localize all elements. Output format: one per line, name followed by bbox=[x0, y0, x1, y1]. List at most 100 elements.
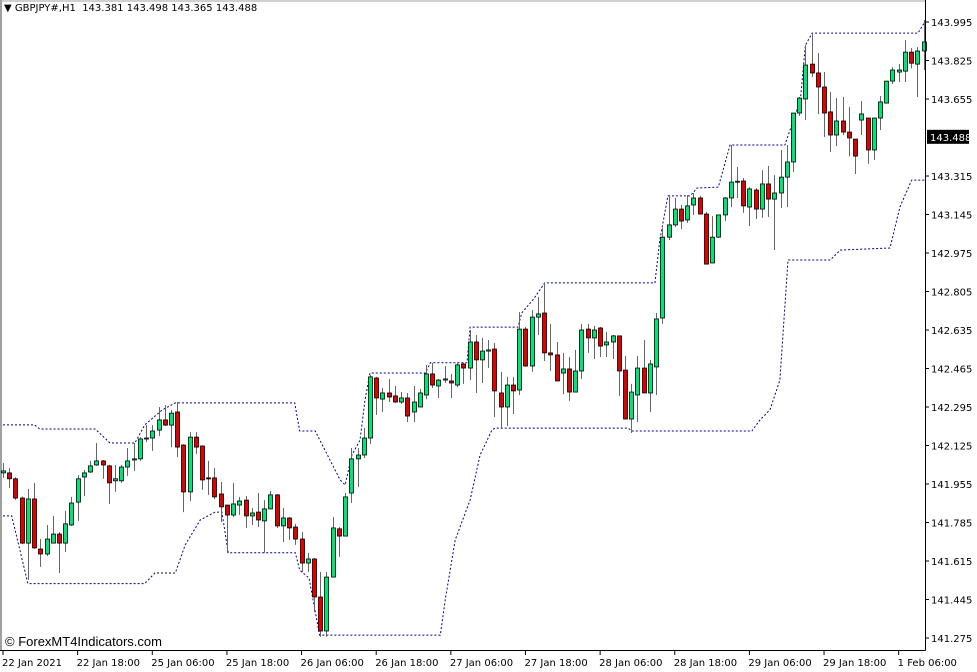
bull-candle-body bbox=[188, 436, 193, 493]
bear-candle-body bbox=[219, 493, 224, 508]
candle bbox=[225, 504, 230, 553]
candle bbox=[536, 296, 541, 335]
candle bbox=[287, 517, 292, 540]
candle bbox=[530, 310, 535, 372]
candle bbox=[486, 339, 491, 369]
time-tick-label: 28 Jan 06:00 bbox=[599, 658, 662, 669]
bull-candle-body bbox=[660, 236, 665, 319]
bull-candle-body bbox=[443, 378, 448, 381]
candle bbox=[212, 467, 217, 499]
bear-candle-body bbox=[511, 384, 516, 392]
chart-header: ▼ GBPJPY#,H1 143.381 143.498 143.365 143… bbox=[4, 3, 257, 14]
bull-candle-body bbox=[331, 527, 336, 578]
bull-candle-body bbox=[63, 523, 68, 544]
bull-candle-body bbox=[362, 437, 367, 456]
close-value: 143.488 bbox=[215, 3, 258, 14]
candle bbox=[418, 388, 423, 408]
bull-candle-body bbox=[785, 161, 790, 178]
candle bbox=[810, 33, 815, 78]
bull-candle-body bbox=[237, 500, 242, 506]
bull-candle-body bbox=[399, 397, 404, 403]
bull-candle-body bbox=[468, 341, 473, 369]
candle bbox=[779, 149, 784, 208]
candle bbox=[318, 571, 323, 637]
candle bbox=[82, 469, 87, 497]
bull-candle-body bbox=[505, 384, 510, 408]
candle bbox=[897, 64, 902, 83]
candle bbox=[872, 117, 877, 160]
candle bbox=[113, 464, 118, 492]
candle bbox=[747, 187, 752, 227]
bull-candle-body bbox=[890, 69, 895, 82]
candle bbox=[250, 508, 255, 525]
candle bbox=[915, 47, 920, 97]
bull-candle-body bbox=[132, 458, 137, 461]
high-value: 143.498 bbox=[126, 3, 169, 14]
candle bbox=[63, 510, 68, 552]
bear-candle-body bbox=[909, 51, 914, 64]
candle bbox=[741, 178, 746, 213]
bull-candle-body bbox=[169, 412, 174, 426]
bear-candle-body bbox=[275, 494, 280, 527]
candle bbox=[181, 444, 186, 513]
bull-candle-body bbox=[231, 503, 236, 516]
candle bbox=[387, 378, 392, 403]
candle bbox=[511, 376, 516, 415]
candle bbox=[69, 496, 74, 526]
candle bbox=[200, 445, 205, 490]
price-tick-label: 141.615 bbox=[931, 557, 972, 568]
candle bbox=[660, 228, 665, 324]
candle bbox=[144, 425, 149, 443]
candle bbox=[884, 80, 889, 104]
bear-candle-body bbox=[866, 117, 871, 151]
candle bbox=[275, 493, 280, 528]
bear-candle-body bbox=[816, 72, 821, 88]
bear-candle-body bbox=[206, 477, 211, 480]
bull-candle-body bbox=[1, 470, 6, 474]
candle bbox=[729, 144, 734, 208]
candle bbox=[480, 337, 485, 383]
candle bbox=[468, 330, 473, 381]
candle bbox=[125, 447, 130, 476]
candle bbox=[735, 166, 740, 198]
candle bbox=[772, 175, 777, 251]
price-tick-label: 142.805 bbox=[931, 288, 972, 299]
candle bbox=[293, 523, 298, 545]
candle bbox=[88, 460, 93, 473]
price-axis[interactable]: 143.995 143.825 143.655 143.315 143.145 142.9… bbox=[925, 18, 972, 645]
candle bbox=[654, 313, 659, 395]
bull-candle-body bbox=[878, 101, 883, 119]
upper-band-line bbox=[3, 21, 926, 486]
bull-candle-body bbox=[262, 508, 267, 522]
current-price-label: 143.488 bbox=[927, 129, 971, 144]
candle bbox=[94, 443, 99, 466]
bear-candle-body bbox=[449, 380, 454, 384]
time-tick-label: 27 Jan 18:00 bbox=[524, 658, 587, 669]
bull-candle-body bbox=[76, 478, 81, 503]
bear-candle-body bbox=[598, 327, 603, 347]
candle bbox=[542, 282, 547, 362]
candle bbox=[356, 447, 361, 487]
time-tick-label: 1 Feb 06:00 bbox=[898, 658, 957, 669]
bull-candle-body bbox=[723, 197, 728, 216]
price-tick-label: 142.125 bbox=[931, 442, 972, 453]
bear-candle-body bbox=[847, 131, 852, 139]
bear-candle-body bbox=[212, 477, 217, 498]
candle bbox=[598, 327, 603, 357]
bear-candle-body bbox=[163, 419, 168, 426]
bull-candle-body bbox=[45, 538, 50, 555]
collapse-triangle-icon[interactable]: ▼ bbox=[4, 3, 15, 14]
candle bbox=[499, 371, 504, 429]
candle bbox=[555, 342, 560, 382]
price-tick-label: 141.275 bbox=[931, 634, 972, 645]
candle bbox=[107, 464, 112, 504]
bear-candle-body bbox=[7, 472, 12, 480]
time-axis[interactable]: 22 Jan 2021 22 Jan 18:00 25 Jan 06:00 25 Ja… bbox=[2, 650, 957, 669]
bear-candle-body bbox=[754, 189, 759, 210]
bear-candle-body bbox=[38, 548, 43, 555]
bear-candle-body bbox=[586, 328, 591, 339]
bear-candle-body bbox=[200, 445, 205, 481]
candle bbox=[841, 96, 846, 136]
bear-candle-body bbox=[679, 208, 684, 222]
